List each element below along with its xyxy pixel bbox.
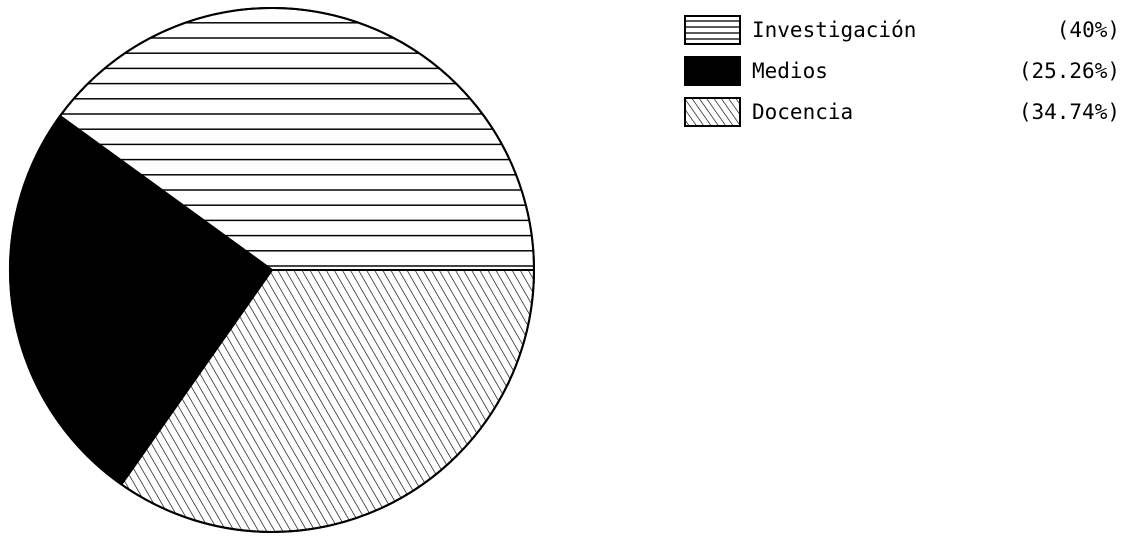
legend-swatch-investigacion <box>684 15 741 45</box>
legend: Investigación (40%) Medios (25.26%) Docencia… <box>684 15 1120 127</box>
legend-item-docencia: Docencia (34.74%) <box>684 97 1120 127</box>
legend-item-medios: Medios (25.26%) <box>684 56 1120 86</box>
legend-swatch-medios <box>684 56 741 86</box>
legend-label: Docencia <box>752 100 853 124</box>
legend-swatch-docencia <box>684 97 741 127</box>
pie-outline <box>9 7 535 533</box>
legend-item-investigacion: Investigación (40%) <box>684 15 1120 45</box>
legend-value: (40%) <box>1057 18 1120 42</box>
legend-label: Investigación <box>752 18 916 42</box>
legend-value: (25.26%) <box>1019 59 1120 83</box>
legend-label: Medios <box>752 59 828 83</box>
pie-slices <box>9 7 535 534</box>
legend-value: (34.74%) <box>1019 100 1120 124</box>
